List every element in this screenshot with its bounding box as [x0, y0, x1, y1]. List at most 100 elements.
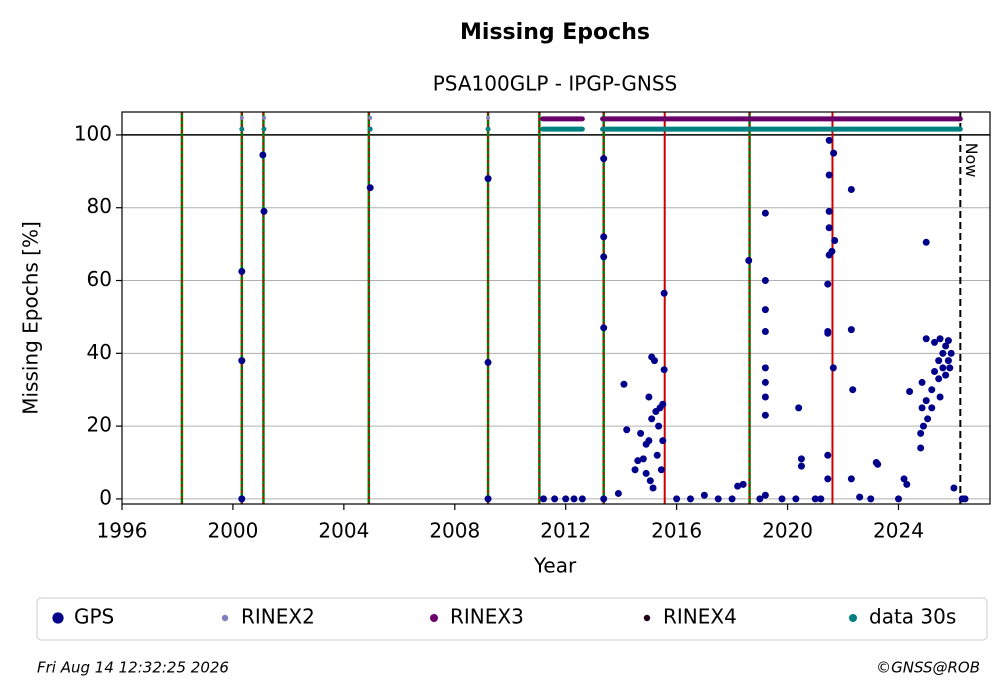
data-point: [659, 400, 667, 408]
data-point: [600, 233, 608, 241]
data-point: [936, 335, 944, 343]
data-point: [645, 437, 653, 445]
data-point: [944, 357, 952, 365]
data-point: [849, 386, 857, 394]
data-point: [261, 115, 266, 120]
data-point: [634, 457, 642, 465]
data-point: [700, 491, 708, 499]
data-point: [847, 326, 855, 334]
data-point: [761, 378, 769, 386]
x-tick-label: 2004: [318, 519, 369, 543]
data-point: [935, 375, 943, 383]
y-axis-label: Missing Epochs [%]: [19, 221, 43, 415]
data-point: [917, 444, 925, 452]
data-point: [825, 224, 833, 232]
data-point: [761, 327, 769, 335]
legend-marker: [849, 614, 857, 622]
data-point: [614, 489, 622, 497]
x-tick-label: 1996: [97, 519, 148, 543]
legend-marker: [643, 614, 651, 622]
timestamp: Fri Aug 14 12:32:25 2026: [37, 659, 229, 677]
data-point: [939, 364, 947, 372]
data-point: [639, 455, 647, 463]
data-point: [650, 357, 658, 365]
data-point: [761, 364, 769, 372]
legend-marker: [221, 614, 229, 622]
data-point: [900, 475, 908, 483]
data-point: [238, 357, 246, 365]
data-point: [830, 149, 838, 157]
data-point: [368, 115, 373, 120]
x-tick-label: 2020: [762, 519, 813, 543]
x-tick-label: 2024: [873, 519, 924, 543]
data-point: [648, 415, 656, 423]
legend-marker: [430, 614, 438, 622]
data-point: [642, 469, 650, 477]
data-point: [623, 426, 631, 434]
y-tick-label: 0: [99, 485, 112, 509]
x-tick-label: 2000: [207, 519, 258, 543]
data-point: [761, 306, 769, 314]
data-point: [946, 364, 954, 372]
data-point: [944, 337, 952, 345]
data-point: [922, 335, 930, 343]
data-point: [867, 495, 875, 503]
data-point: [828, 247, 836, 255]
data-point: [260, 207, 268, 215]
data-point: [874, 460, 882, 468]
data-point: [756, 495, 764, 503]
data-point: [922, 238, 930, 246]
credit: ©GNSS@ROB: [876, 659, 980, 677]
data-point: [918, 404, 926, 412]
legend-label: RINEX2: [241, 605, 315, 629]
data-point: [825, 136, 833, 144]
data-point: [797, 455, 805, 463]
data-point: [761, 209, 769, 217]
data-point: [950, 484, 958, 492]
data-point: [649, 484, 657, 492]
data-point: [637, 429, 645, 437]
data-point: [761, 393, 769, 401]
data-point: [686, 495, 694, 503]
data-point: [673, 495, 681, 503]
data-point: [655, 422, 663, 430]
data-point: [894, 495, 902, 503]
x-tick-label: 2012: [540, 519, 591, 543]
data-point: [238, 495, 246, 503]
data-point: [917, 429, 925, 437]
data-point: [366, 184, 374, 192]
data-point: [486, 115, 491, 120]
now-label: Now: [962, 143, 981, 178]
y-tick-label: 100: [74, 121, 112, 145]
data-point: [924, 415, 932, 423]
data-point: [646, 477, 654, 485]
data-point: [928, 404, 936, 412]
data-point: [259, 151, 267, 159]
data-point: [811, 495, 819, 503]
data-point: [238, 267, 246, 275]
data-point: [903, 480, 911, 488]
data-point: [918, 378, 926, 386]
data-point: [931, 338, 939, 346]
data-point: [824, 475, 832, 483]
data-point: [660, 366, 668, 374]
legend-label: RINEX3: [450, 605, 524, 629]
legend-marker: [52, 612, 64, 624]
data-point: [824, 451, 832, 459]
data-point: [797, 462, 805, 470]
data-point: [551, 495, 559, 503]
data-point: [631, 466, 639, 474]
data-point: [942, 342, 950, 350]
chart-title: Missing Epochs: [460, 20, 650, 45]
x-tick-label: 2008: [429, 519, 480, 543]
data-point: [562, 495, 570, 503]
legend-label: GPS: [74, 605, 114, 629]
data-point: [578, 495, 586, 503]
data-point: [659, 437, 667, 445]
data-point: [931, 368, 939, 376]
data-point: [919, 422, 927, 430]
data-point: [824, 280, 832, 288]
data-point: [600, 253, 608, 261]
data-point: [484, 495, 492, 503]
